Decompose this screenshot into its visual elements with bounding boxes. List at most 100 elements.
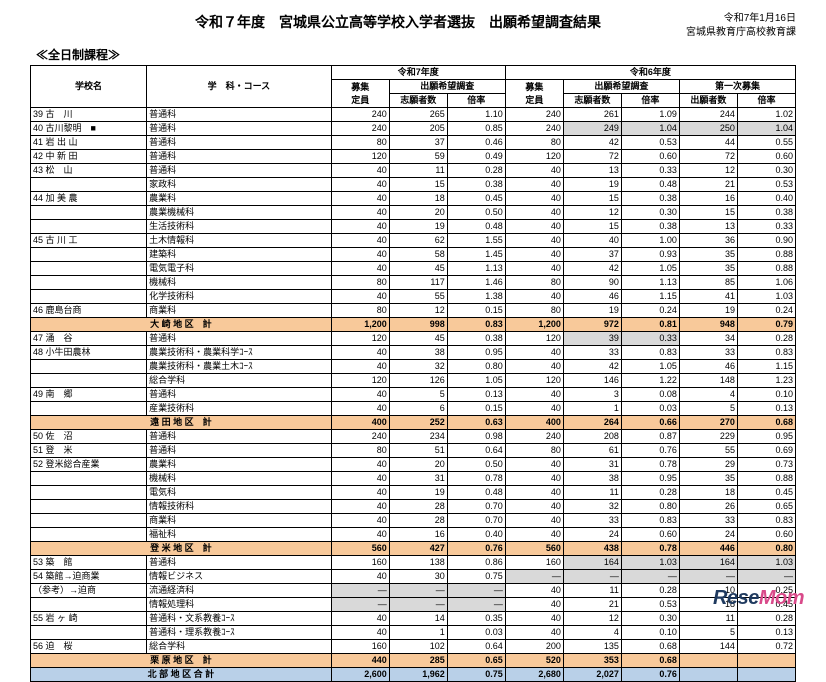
cell: 20 [389, 206, 447, 220]
cell: 0.76 [447, 542, 505, 556]
table-row: 北 部 地 区 合 計2,6001,9620.752,6802,0270.76 [31, 668, 796, 682]
col-app-r6: 志願者数 [563, 94, 621, 108]
table-row: 遠 田 地 区 計4002520.634002640.662700.68 [31, 416, 796, 430]
cell: 1,962 [389, 668, 447, 682]
cell: 40 [331, 248, 389, 262]
cell: 0.33 [621, 332, 679, 346]
cell: 0.45 [737, 486, 795, 500]
cell: 240 [505, 430, 563, 444]
course-cell: 普通科 [147, 388, 332, 402]
cell: 15 [563, 192, 621, 206]
cell: — [331, 598, 389, 612]
cell: 40 [505, 346, 563, 360]
cell: 1.13 [447, 262, 505, 276]
cell: 40 [563, 234, 621, 248]
school-cell: 50 佐 沼 [31, 430, 147, 444]
cell: 40 [505, 164, 563, 178]
cell: 0.48 [621, 178, 679, 192]
cell: 0.64 [447, 444, 505, 458]
cell: 0.55 [737, 136, 795, 150]
cell: 2,027 [563, 668, 621, 682]
cell: 0.28 [737, 612, 795, 626]
table-row: 52 登米総合産業農業科40200.5040310.78290.73 [31, 458, 796, 472]
cell: 32 [389, 360, 447, 374]
cell: 160 [331, 556, 389, 570]
cell: 21 [563, 598, 621, 612]
cell: 6 [389, 402, 447, 416]
cell: 40 [331, 164, 389, 178]
cell: 18 [679, 486, 737, 500]
cell: 37 [563, 248, 621, 262]
cell: 30 [389, 570, 447, 584]
cell: 440 [331, 654, 389, 668]
cell: 1.05 [621, 360, 679, 374]
cell: 240 [331, 430, 389, 444]
course-cell: 機械科 [147, 276, 332, 290]
course-cell: 電気電子科 [147, 262, 332, 276]
cell: 0.83 [621, 346, 679, 360]
cell: 5 [679, 626, 737, 640]
cell: 0.03 [621, 402, 679, 416]
cell: 40 [331, 346, 389, 360]
table-row: 登 米 地 区 計5604270.765604380.784460.80 [31, 542, 796, 556]
school-cell: 52 登米総合産業 [31, 458, 147, 472]
course-cell: 家政科 [147, 178, 332, 192]
cell: 1.04 [621, 122, 679, 136]
cell: 80 [331, 276, 389, 290]
cell: 40 [331, 206, 389, 220]
table-row: 55 岩 ヶ 崎普通科・文系教養ｺｰｽ40140.3540120.30110.2… [31, 612, 796, 626]
cell: 45 [389, 332, 447, 346]
cell: 0.10 [737, 388, 795, 402]
cell: — [679, 570, 737, 584]
cell: 33 [563, 514, 621, 528]
issuer: 宮城県教育庁高校教育課 [686, 26, 796, 40]
col-teiin-r6: 募集定員 [505, 80, 563, 108]
cell: 40 [505, 500, 563, 514]
table-row: 47 涌 谷普通科120450.38120390.33340.28 [31, 332, 796, 346]
col-first: 第一次募集 [679, 80, 795, 94]
course-cell: 建築科 [147, 248, 332, 262]
cell: 80 [505, 276, 563, 290]
school-cell: 40 古川黎明 ■ [31, 122, 147, 136]
cell: 80 [505, 304, 563, 318]
cell: 353 [563, 654, 621, 668]
cell: 0.40 [447, 528, 505, 542]
school-cell [31, 626, 147, 640]
cell: 0.86 [447, 556, 505, 570]
school-cell: 42 中 新 田 [31, 150, 147, 164]
course-cell: 土木情報科 [147, 234, 332, 248]
cell: 0.83 [447, 318, 505, 332]
cell: 35 [679, 262, 737, 276]
cell: 35 [679, 472, 737, 486]
cell: 19 [679, 304, 737, 318]
cell: 40 [331, 486, 389, 500]
cell: 560 [505, 542, 563, 556]
cell: 33 [563, 346, 621, 360]
cell: 0.46 [447, 136, 505, 150]
cell: 2,680 [505, 668, 563, 682]
cell: — [505, 570, 563, 584]
cell: 28 [389, 514, 447, 528]
table-row: 大 崎 地 区 計1,2009980.831,2009720.819480.79 [31, 318, 796, 332]
cell: 55 [389, 290, 447, 304]
course-cell: 電気科 [147, 486, 332, 500]
cell: 51 [389, 444, 447, 458]
cell: 59 [389, 150, 447, 164]
cell: 1.13 [621, 276, 679, 290]
cell: 13 [679, 220, 737, 234]
course-cell: 普通科・文系教養ｺｰｽ [147, 612, 332, 626]
cell: — [563, 570, 621, 584]
cell: 0.28 [737, 332, 795, 346]
cell: 40 [331, 388, 389, 402]
school-cell: 49 南 郷 [31, 388, 147, 402]
course-cell: 農業科 [147, 192, 332, 206]
cell: 40 [331, 570, 389, 584]
cell: 4 [679, 388, 737, 402]
cell [679, 654, 737, 668]
cell: 85 [679, 276, 737, 290]
table-row: 42 中 新 田普通科120590.49120720.60720.60 [31, 150, 796, 164]
cell: 0.08 [621, 388, 679, 402]
school-cell [31, 360, 147, 374]
cell: 40 [331, 458, 389, 472]
cell: 32 [563, 500, 621, 514]
